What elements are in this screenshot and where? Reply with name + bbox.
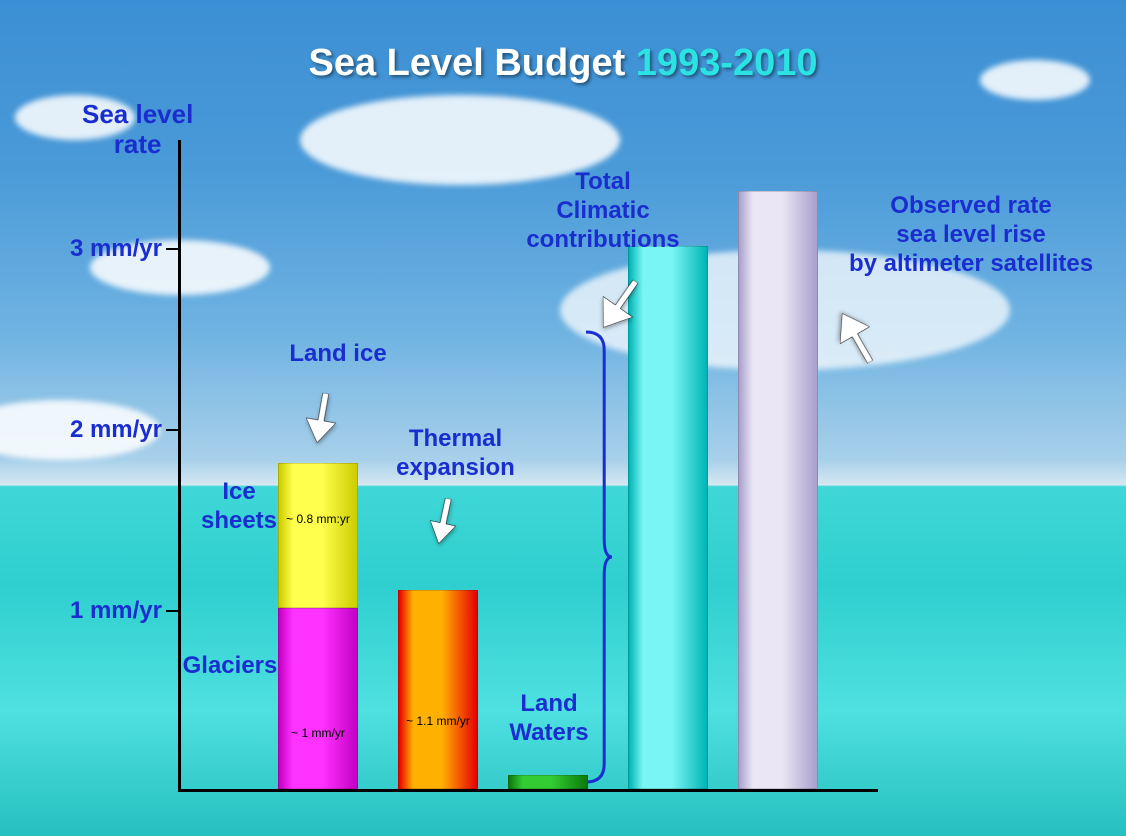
y-tick-label: 2 mm/yr [70,416,162,444]
annotation-observed: Observed rate sea level rise by altimete… [826,192,1116,278]
arrow-landice-icon [301,391,340,450]
bar-glaciers: ~ 1 mm/yr [278,608,358,789]
bar-value-label: ~ 1.1 mm/yr [399,714,477,728]
arrow-observed-icon [825,301,885,371]
bar-value-label: ~ 1 mm/yr [279,726,357,740]
chart-plot-area: Sea level rate 1 mm/yr2 mm/yr3 mm/yr~ 1 … [178,140,878,792]
y-axis-line [178,140,181,792]
annotation-thermal: Thermal expansion [378,425,533,483]
y-tick [166,248,178,250]
bar-thermal: ~ 1.1 mm/yr [398,590,478,789]
bar-ice-sheets: ~ 0.8 mm:yr [278,463,358,608]
annotation-total: Total Climatic contributions [498,168,708,254]
annotation-glaciers: Glaciers [180,652,280,681]
y-tick [166,610,178,612]
title-main: Sea Level Budget [308,42,625,84]
bar-total-climatic [628,246,708,789]
y-tick-label: 1 mm/yr [70,597,162,625]
annotation-landice: Land ice [268,340,408,369]
arrow-thermal-icon [425,496,461,551]
bar-observed [738,191,818,789]
annotation-icesheets: Ice sheets [194,478,284,536]
y-tick-label: 3 mm/yr [70,235,162,263]
bar-value-label: ~ 0.8 mm:yr [279,512,357,526]
chart-title: Sea Level Budget 1993-2010 [0,42,1126,85]
bar-landwater [508,775,588,789]
annotation-landw: Land Waters [484,690,614,748]
y-tick [166,429,178,431]
title-years: 1993-2010 [636,42,818,84]
x-axis-line [178,789,878,792]
y-axis-label: Sea level rate [82,100,193,160]
